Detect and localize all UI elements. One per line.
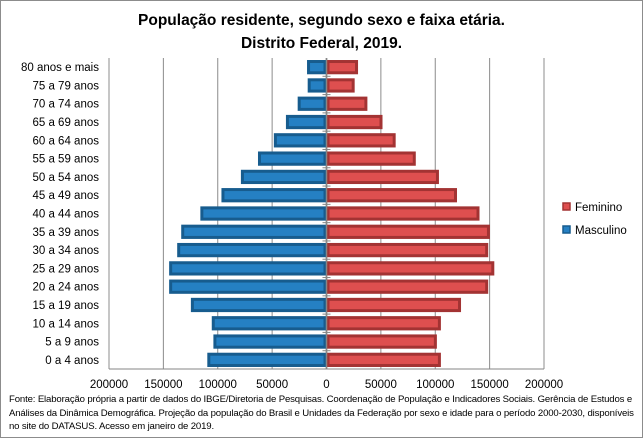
female-bar	[326, 279, 489, 294]
female-bar	[326, 206, 480, 221]
chart-title: População residente, segundo sexo e faix…	[138, 12, 505, 29]
category-label: 45 a 49 anos	[32, 190, 99, 202]
male-bar	[200, 206, 327, 221]
category-label: 20 a 24 anos	[32, 282, 99, 294]
male-bar	[213, 334, 327, 349]
category-label: 80 anos e mais	[21, 62, 99, 74]
legend-swatch-masculino	[562, 225, 571, 234]
female-bar	[326, 133, 396, 148]
female-bar	[326, 78, 355, 93]
chart-subtitle: Distrito Federal, 2019.	[240, 35, 403, 52]
female-bar	[326, 352, 441, 367]
female-bar	[326, 261, 495, 276]
x-tick-label: 150000	[144, 379, 182, 391]
category-label: 35 a 39 anos	[32, 227, 99, 239]
x-tick-label: 200000	[90, 379, 128, 391]
male-bar	[221, 188, 327, 203]
category-label: 15 a 19 anos	[32, 300, 99, 312]
x-tick-label: 50000	[365, 379, 397, 391]
category-label: 30 a 34 anos	[32, 245, 99, 257]
female-bar	[326, 96, 368, 111]
x-tick-label: 150000	[470, 379, 508, 391]
female-bar	[326, 242, 489, 258]
male-bar	[307, 78, 327, 93]
female-bar	[326, 334, 437, 349]
category-label: 70 a 74 anos	[32, 99, 99, 111]
legend-label-feminino: Feminino	[575, 202, 622, 214]
male-bar	[285, 114, 327, 130]
male-bar	[307, 60, 327, 75]
female-bar	[326, 297, 462, 313]
category-label: 10 a 14 anos	[32, 318, 99, 330]
male-bar	[297, 96, 327, 111]
female-bar	[326, 224, 490, 239]
category-label: 25 a 29 anos	[32, 263, 99, 275]
category-label: 55 a 59 anos	[32, 154, 99, 166]
male-bar	[169, 279, 327, 294]
male-bar	[240, 169, 327, 185]
female-bar	[326, 169, 439, 185]
male-bar	[211, 316, 327, 331]
female-bar	[326, 60, 359, 75]
female-bar	[326, 316, 441, 331]
female-bar	[326, 151, 416, 166]
source-footnote: Fonte: Elaboração própria a partir de da…	[9, 394, 634, 432]
male-bar	[207, 352, 327, 367]
x-tick-label: 100000	[199, 379, 237, 391]
male-bar	[273, 133, 327, 148]
male-bar	[177, 242, 327, 258]
x-tick-label: 200000	[525, 379, 563, 391]
category-label: 75 a 79 anos	[32, 80, 99, 92]
x-tick-label: 0	[323, 379, 329, 391]
category-label: 0 a 4 anos	[45, 355, 99, 367]
x-tick-label: 50000	[256, 379, 288, 391]
male-bar	[257, 151, 327, 166]
legend-label-masculino: Masculino	[575, 225, 627, 237]
female-bar	[326, 188, 457, 203]
category-label: 65 a 69 anos	[32, 117, 99, 129]
x-tick-label: 100000	[416, 379, 454, 391]
legend-swatch-feminino	[562, 202, 571, 211]
female-bar	[326, 114, 383, 130]
category-label: 5 a 9 anos	[45, 337, 99, 349]
category-label: 50 a 54 anos	[32, 172, 99, 184]
male-bar	[169, 261, 327, 276]
category-label: 40 a 44 anos	[32, 209, 99, 221]
male-bar	[190, 297, 327, 313]
male-bar	[181, 224, 327, 239]
category-label: 60 a 64 anos	[32, 135, 99, 147]
